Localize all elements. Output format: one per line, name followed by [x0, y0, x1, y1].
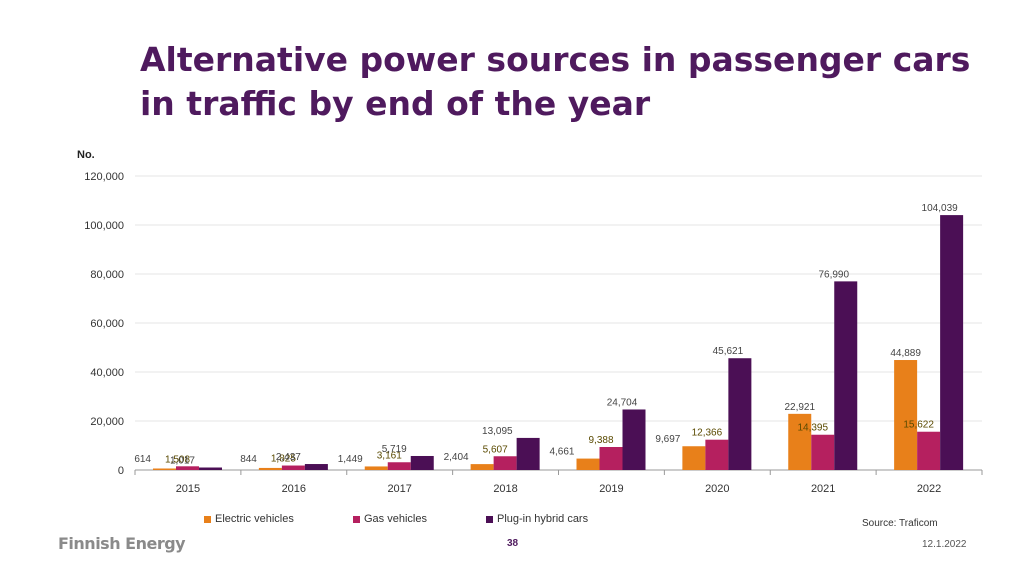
title-line-1: Alternative power sources in passenger c…: [140, 40, 971, 79]
bar-electric-2016: [258, 467, 282, 470]
data-label-electric-2018: 2,404: [444, 452, 469, 463]
slide-title: Alternative power sources in passenger c…: [140, 38, 971, 126]
data-label-plugin-2018: 13,095: [482, 426, 513, 437]
bar-gas-2016: [281, 465, 305, 470]
bar-electric-2017: [364, 466, 388, 470]
data-label-plugin-2017: 5,719: [382, 444, 407, 455]
bar-plugin-2019: [622, 409, 646, 470]
bar-electric-2022: [894, 360, 918, 470]
legend-label-plugin: Plug-in hybrid cars: [497, 513, 589, 525]
bar-plugin-2022: [940, 215, 964, 470]
bar-plugin-2020: [728, 358, 752, 470]
data-label-electric-2020: 9,697: [655, 434, 680, 445]
x-axis-ticks: 2015 2016 2017 2018 2019 2020 2021 2022: [134, 470, 983, 495]
title-line-2: in traffic by end of the year: [140, 84, 651, 123]
y-tick-label: 80,000: [90, 269, 124, 281]
bar-electric-2015: [153, 468, 176, 470]
bar-plugin-2017: [410, 455, 434, 470]
legend-swatch-electric: [204, 515, 211, 523]
x-tick-label: 2016: [282, 483, 306, 495]
bar-gas-2018: [493, 456, 517, 470]
data-label-electric-2015: 614: [134, 454, 151, 465]
bar-plugin-2015: [199, 467, 222, 470]
bar-gas-2021: [811, 434, 835, 470]
slide-date: 12.1.2022: [922, 539, 967, 550]
data-label-gas-2020: 12,366: [692, 428, 723, 439]
y-tick-label: 60,000: [90, 318, 124, 330]
bar-electric-2019: [576, 458, 600, 470]
x-tick-label: 2019: [599, 483, 623, 495]
data-label-gas-2019: 9,388: [588, 435, 613, 446]
x-tick-label: 2015: [176, 483, 200, 495]
legend-label-gas: Gas vehicles: [364, 513, 427, 525]
bar-plugin-2018: [516, 437, 540, 470]
x-tick-label: 2020: [705, 483, 729, 495]
bar-plugin-2021: [834, 281, 858, 470]
bar-gas-2017: [387, 462, 411, 470]
bar-electric-2018: [470, 464, 494, 470]
bar-electric-2020: [682, 446, 706, 470]
legend-item-plugin: Plug-in hybrid cars: [486, 513, 588, 525]
x-tick-label: 2021: [811, 483, 835, 495]
data-label-electric-2016: 844: [240, 454, 257, 465]
y-tick-label: 0: [118, 465, 124, 477]
data-label-electric-2017: 1,449: [338, 454, 363, 465]
data-label-plugin-2020: 45,621: [713, 346, 744, 357]
x-tick-label: 2018: [493, 483, 517, 495]
y-axis-ticks: 0 20,000 40,000 60,000 80,000 100,000 120,000: [84, 171, 124, 477]
data-label-plugin-2022: 104,039: [922, 203, 959, 214]
bar-gas-2022: [917, 431, 941, 470]
data-label-electric-2022: 44,889: [890, 348, 921, 359]
y-axis-label: No.: [77, 149, 95, 161]
finnish-energy-logo: Finnish Energy: [58, 534, 186, 553]
legend-label-electric: Electric vehicles: [215, 513, 294, 525]
data-label-gas-2017: 3,161: [377, 450, 402, 461]
data-label-gas-2015: 1,508: [165, 454, 190, 465]
bar-gas-2015: [176, 466, 199, 470]
data-label-gas-2021: 14,395: [797, 423, 828, 434]
source-note: Source: Traficom: [862, 518, 938, 529]
legend-swatch-plugin: [486, 515, 493, 523]
bar-gas-2019: [599, 446, 623, 470]
x-tick-label: 2022: [917, 483, 941, 495]
data-label-gas-2018: 5,607: [483, 444, 508, 455]
data-label-plugin-2016: 2,437: [276, 452, 301, 463]
data-label-electric-2019: 4,661: [549, 447, 574, 458]
bar-gas-2020: [705, 439, 729, 470]
legend-item-gas: Gas vehicles: [353, 513, 427, 525]
data-label-gas-2016: 1,825: [271, 454, 296, 465]
page-number: 38: [507, 538, 519, 549]
data-label-gas-2022: 15,622: [903, 420, 934, 431]
y-tick-label: 100,000: [84, 220, 124, 232]
data-label-plugin-2021: 76,990: [818, 269, 849, 280]
y-tick-label: 120,000: [84, 171, 124, 183]
bars: [153, 215, 964, 470]
legend-swatch-gas: [353, 515, 360, 523]
data-label-plugin-2015: 1,017: [170, 456, 195, 467]
legend-item-electric: Electric vehicles: [204, 513, 294, 525]
bar-plugin-2016: [304, 464, 328, 470]
y-tick-label: 20,000: [90, 416, 124, 428]
x-tick-label: 2017: [387, 483, 411, 495]
bar-electric-2021: [788, 413, 812, 470]
data-label-electric-2021: 22,921: [784, 402, 815, 413]
data-label-plugin-2019: 24,704: [607, 397, 638, 408]
y-tick-label: 40,000: [90, 367, 124, 379]
